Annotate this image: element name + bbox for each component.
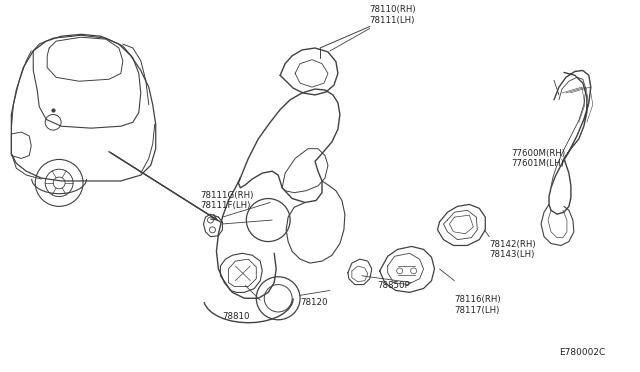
Text: 78142(RH)
78143(LH): 78142(RH) 78143(LH) [489, 240, 536, 259]
Text: 78116(RH)
78117(LH): 78116(RH) 78117(LH) [454, 295, 501, 315]
Text: 78810: 78810 [223, 312, 250, 321]
Text: 77600M(RH)
77601M(LH): 77600M(RH) 77601M(LH) [511, 149, 565, 168]
Text: 78120: 78120 [300, 298, 328, 307]
Text: 78111G(RH)
78111F(LH): 78111G(RH) 78111F(LH) [200, 191, 254, 210]
Text: 78850P: 78850P [378, 281, 410, 290]
Text: E780002C: E780002C [559, 348, 605, 357]
Text: 78110(RH)
78111(LH): 78110(RH) 78111(LH) [370, 5, 417, 25]
